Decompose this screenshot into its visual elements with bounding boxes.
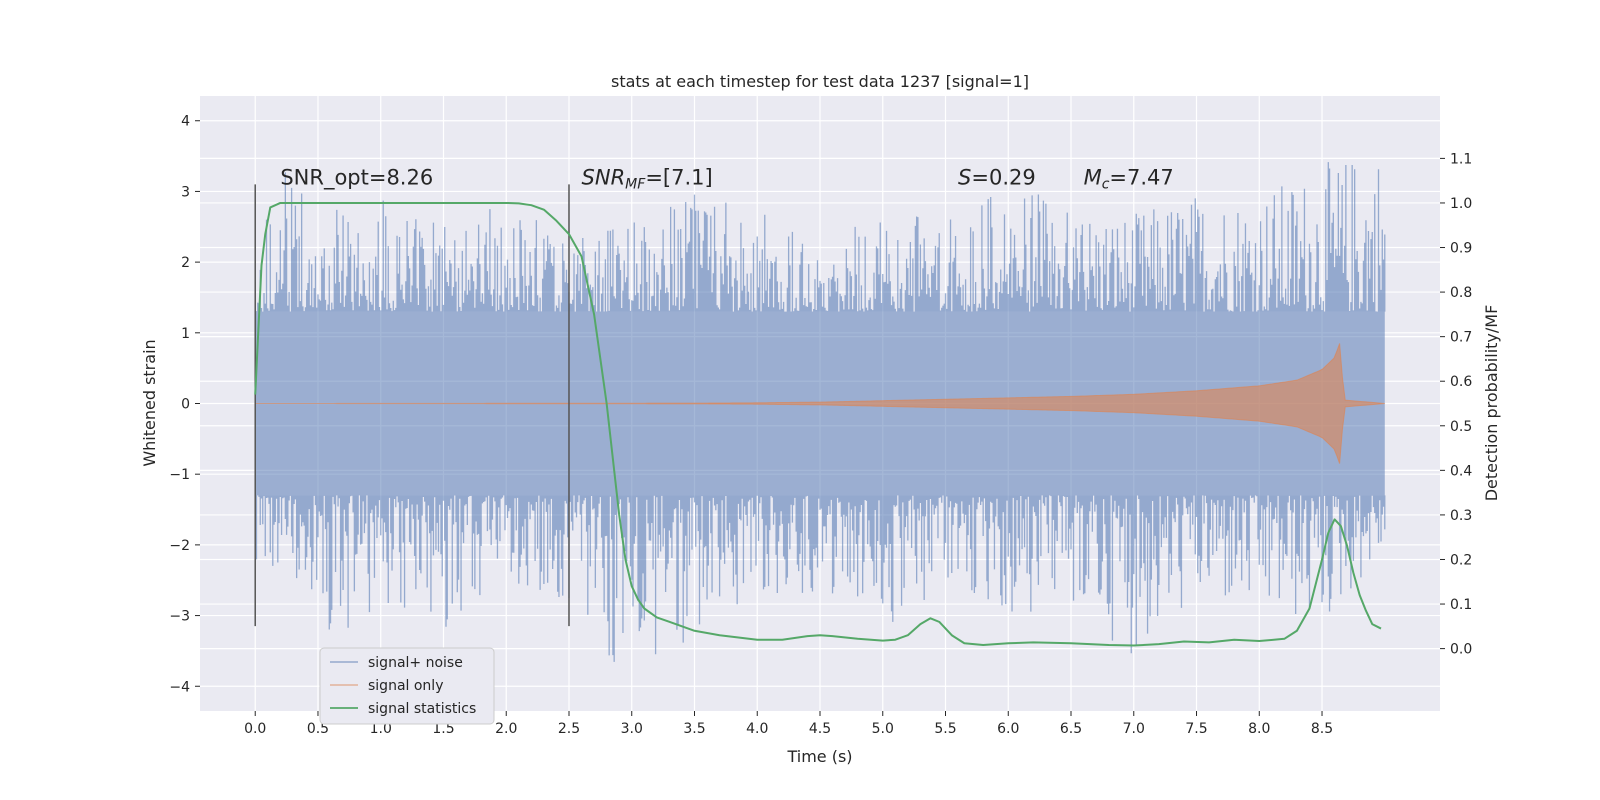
x-tick-label: 5.5 <box>934 721 956 737</box>
x-tick-label: 4.0 <box>746 721 768 737</box>
x-axis-label: Time (s) <box>786 747 852 766</box>
y-tick-label: 1 <box>181 326 190 342</box>
annotation-symbol: S <box>958 165 971 189</box>
annotation-subscript: c <box>1102 176 1110 192</box>
legend: signal+ noise signal only signal statist… <box>319 647 495 725</box>
y-tick-label: 0 <box>181 397 190 413</box>
x-tick-label: 6.0 <box>997 721 1019 737</box>
y-right-tick-label: 0.6 <box>1450 374 1472 390</box>
y-tick-label: −1 <box>169 467 190 483</box>
x-tick-label: 5.0 <box>872 721 894 737</box>
y-right-tick-label: 0.5 <box>1450 419 1472 435</box>
y-right-tick-label: 0.4 <box>1450 463 1472 479</box>
y-right-tick-label: 0.3 <box>1450 508 1472 524</box>
annotation: Mc=7.47 <box>1084 165 1174 192</box>
annotation: S=0.29 <box>958 165 1036 189</box>
annotation-symbol: SNR <box>582 165 626 189</box>
x-tick-label: 2.5 <box>558 721 580 737</box>
x-tick-label: 0.5 <box>307 721 329 737</box>
y-right-axis-label: Detection probability/MF <box>1482 305 1501 502</box>
y-right-tick-label: 1.0 <box>1450 196 1472 212</box>
y-right-tick-label: 0.1 <box>1450 597 1472 613</box>
signal-series <box>255 343 1385 464</box>
y-tick-label: −3 <box>169 609 190 625</box>
y-axis-ticks: 4 3 2 1 0 −1 −2 −3 −4 <box>169 114 200 695</box>
legend-label-noise: signal+ noise <box>368 655 463 671</box>
x-tick-label: 7.5 <box>1185 721 1207 737</box>
annotation-subscript: MF <box>625 176 646 192</box>
annotation-value: =[7.1] <box>645 165 712 189</box>
x-tick-label: 6.5 <box>1060 721 1082 737</box>
x-tick-label: 1.0 <box>370 721 392 737</box>
y-right-axis-ticks: 1.1 1.0 0.9 0.8 0.7 0.6 0.5 0.4 0.3 0.2 0.1 0.0 <box>1440 151 1472 658</box>
y-right-tick-label: 0.8 <box>1450 285 1472 301</box>
y-right-tick-label: 1.1 <box>1450 151 1472 167</box>
x-tick-label: 2.0 <box>495 721 517 737</box>
y-axis-label: Whitened strain <box>140 339 159 466</box>
stat-line <box>254 201 1382 647</box>
annotation: SNR_opt=8.26 <box>280 165 433 190</box>
annotation-text: SNR_opt=8.26 <box>280 165 433 190</box>
y-right-tick-label: 0.7 <box>1450 330 1472 346</box>
legend-box <box>319 647 495 725</box>
annotation: SNRMF=[7.1] <box>582 165 713 192</box>
y-right-tick-label: 0.9 <box>1450 241 1472 257</box>
x-tick-label: 1.5 <box>432 721 454 737</box>
vertical-lines <box>254 184 570 627</box>
x-tick-label: 8.0 <box>1248 721 1270 737</box>
x-tick-label: 8.5 <box>1311 721 1333 737</box>
x-axis-ticks: 0.0 0.5 1.0 1.5 2.0 2.5 3.0 3.5 4.0 4.5 5.0 5.5 6.0 6… <box>244 711 1333 737</box>
chart-title: stats at each timestep for test data 123… <box>611 72 1029 91</box>
x-tick-label: 4.5 <box>809 721 831 737</box>
legend-label-stat: signal statistics <box>368 701 476 717</box>
y-tick-label: 3 <box>181 184 190 200</box>
annotations: SNR_opt=8.26 SNRMF=[7.1] S=0.29 Mc=7.47 <box>280 165 1173 192</box>
x-tick-label: 3.0 <box>621 721 643 737</box>
y-tick-label: 4 <box>181 114 190 130</box>
x-tick-label: 7.0 <box>1123 721 1145 737</box>
y-right-tick-label: 0.0 <box>1450 642 1472 658</box>
annotation-value: =7.47 <box>1109 165 1173 189</box>
stat-series <box>254 201 1382 647</box>
y-tick-label: −4 <box>169 679 190 695</box>
annotation-value: =0.29 <box>971 165 1035 189</box>
annotation-symbol: M <box>1084 165 1102 189</box>
y-right-tick-label: 0.2 <box>1450 552 1472 568</box>
signal-envelope <box>255 343 1385 464</box>
x-tick-label: 3.5 <box>683 721 705 737</box>
y-tick-label: 2 <box>181 255 190 271</box>
y-tick-label: −2 <box>169 538 190 554</box>
legend-label-signal: signal only <box>368 678 443 694</box>
x-tick-label: 0.0 <box>244 721 266 737</box>
